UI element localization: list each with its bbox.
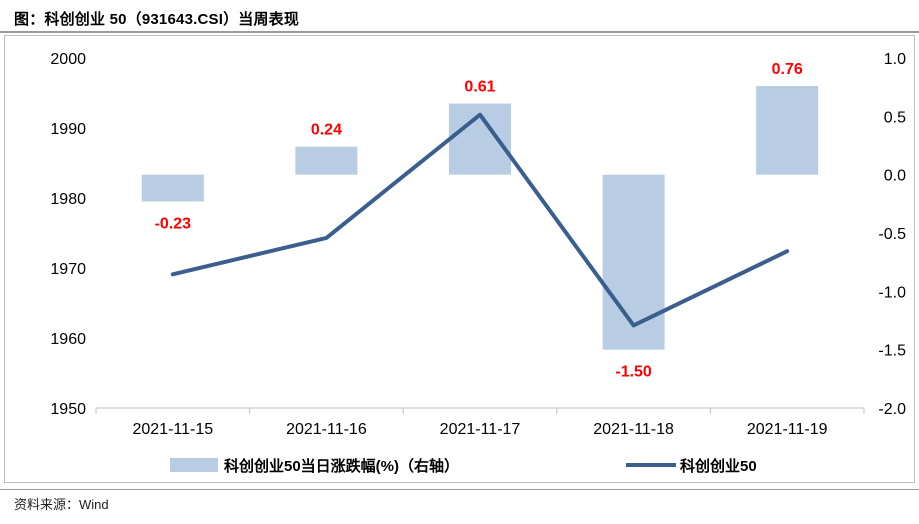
- legend-line-label: 科创创业50: [680, 457, 757, 475]
- left-tick-label: 2000: [50, 51, 86, 68]
- left-axis-ticks: 2000 1990 1980 1970 1960 1950: [50, 51, 86, 418]
- bar-2021-11-15: [141, 174, 204, 202]
- bottom-rule: [0, 489, 919, 490]
- legend-bar-label: 科创创业50当日涨跌幅(%)（右轴）: [224, 457, 459, 475]
- chart-frame: [4, 35, 915, 483]
- bar-data-label: -1.50: [615, 364, 652, 381]
- bar-2021-11-19: [756, 86, 819, 175]
- right-tick-label: 0.0: [884, 168, 906, 185]
- bar-data-label: 0.76: [772, 61, 803, 78]
- bar-data-label: 0.24: [311, 122, 342, 139]
- bar-data-labels: -0.23 0.24 0.61 -1.50 0.76: [155, 61, 803, 381]
- left-tick-label: 1990: [50, 121, 86, 138]
- left-tick-label: 1950: [50, 401, 86, 418]
- bar-2021-11-16: [295, 146, 358, 175]
- left-tick-label: 1960: [50, 331, 86, 348]
- right-tick-label: -1.0: [878, 284, 906, 301]
- x-tick-label: 2021-11-15: [132, 421, 213, 438]
- x-tick-label: 2021-11-18: [593, 421, 674, 438]
- right-tick-label: 1.0: [884, 51, 906, 68]
- x-tick-label: 2021-11-16: [286, 421, 367, 438]
- right-tick-label: -0.5: [878, 226, 906, 243]
- bar-2021-11-18: [602, 174, 665, 350]
- right-tick-label: -2.0: [878, 401, 906, 418]
- left-tick-label: 1980: [50, 191, 86, 208]
- right-tick-label: 0.5: [884, 109, 906, 126]
- bar-data-label: -0.23: [155, 216, 192, 233]
- right-axis-ticks: 1.0 0.5 0.0 -0.5 -1.0 -1.5 -2.0: [878, 51, 906, 418]
- x-tick-label: 2021-11-19: [747, 421, 828, 438]
- top-rule: [0, 31, 919, 33]
- legend-bar-swatch: [170, 458, 218, 472]
- line-series: [170, 112, 790, 328]
- x-axis-ticks: 2021-11-15 2021-11-16 2021-11-17 2021-11-18…: [95, 408, 865, 438]
- right-tick-label: -1.5: [878, 343, 906, 360]
- left-tick-label: 1970: [50, 261, 86, 278]
- source-note: 资料来源：Wind: [14, 497, 109, 512]
- x-tick-label: 2021-11-17: [440, 421, 521, 438]
- bar-series: [141, 86, 819, 350]
- legend: 科创创业50当日涨跌幅(%)（右轴） 科创创业50: [170, 457, 757, 475]
- bar-data-label: 0.61: [464, 79, 495, 96]
- figure-title: 图：科创创业 50（931643.CSI）当周表现: [14, 11, 300, 28]
